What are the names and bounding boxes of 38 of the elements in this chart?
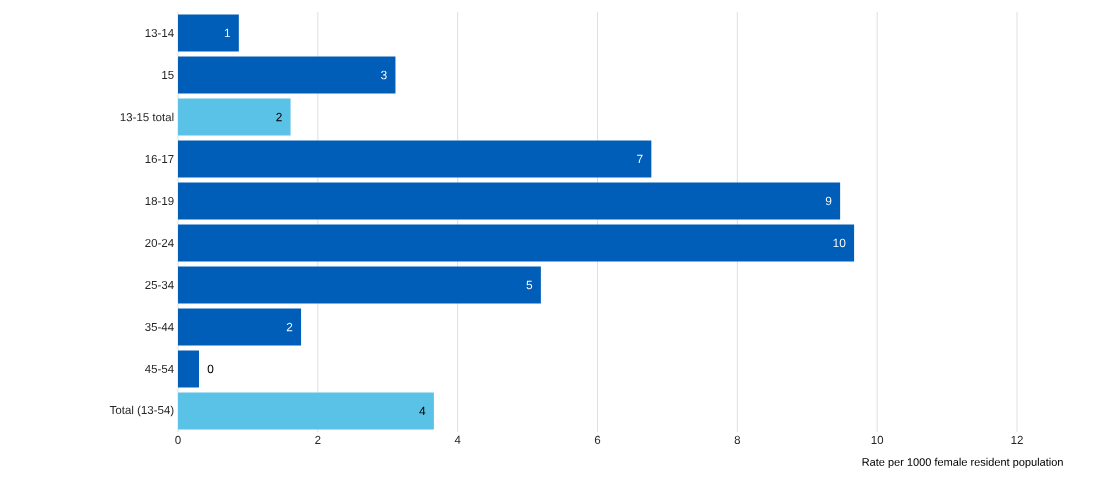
y-tick-label: 16-17 [145, 154, 174, 164]
x-tick-label: 8 [734, 435, 741, 444]
x-tick-label: 12 [1011, 435, 1023, 444]
bar [178, 392, 434, 430]
bar [178, 266, 541, 304]
data-label: 3 [381, 70, 387, 80]
bar [178, 308, 302, 346]
y-tick-label: 18-19 [145, 196, 174, 206]
x-tick-label: 4 [454, 435, 461, 444]
x-tick-label: 2 [315, 435, 321, 444]
data-label: 4 [419, 406, 426, 416]
bar [178, 182, 841, 220]
y-tick-label: 13-14 [145, 28, 174, 38]
x-axis-title: Rate per 1000 female resident population [862, 457, 1063, 469]
y-tick-label: Total (13-54) [109, 405, 174, 417]
data-label: 0 [207, 364, 214, 374]
y-tick-label: 13-15 total [120, 112, 174, 122]
data-label: 2 [276, 112, 282, 122]
y-tick-label: 35-44 [145, 322, 174, 332]
data-label: 2 [286, 322, 293, 332]
x-tick-label: 6 [594, 435, 601, 444]
bar [178, 350, 199, 388]
data-label: 1 [224, 28, 231, 38]
x-tick-label: 10 [871, 435, 884, 444]
data-label: 5 [526, 280, 533, 290]
x-tick-label: 0 [175, 435, 181, 444]
bar [178, 56, 396, 94]
y-tick-label: 15 [162, 70, 174, 79]
data-label: 10 [833, 238, 846, 248]
bar [178, 98, 291, 136]
y-tick-label: 25-34 [145, 280, 174, 290]
data-label: 7 [637, 154, 643, 164]
bar [178, 140, 652, 178]
bar [178, 14, 239, 52]
bar [178, 224, 855, 262]
y-tick-label: 45-54 [145, 364, 174, 373]
data-label: 9 [825, 196, 832, 206]
y-tick-label: 20-24 [145, 238, 174, 248]
